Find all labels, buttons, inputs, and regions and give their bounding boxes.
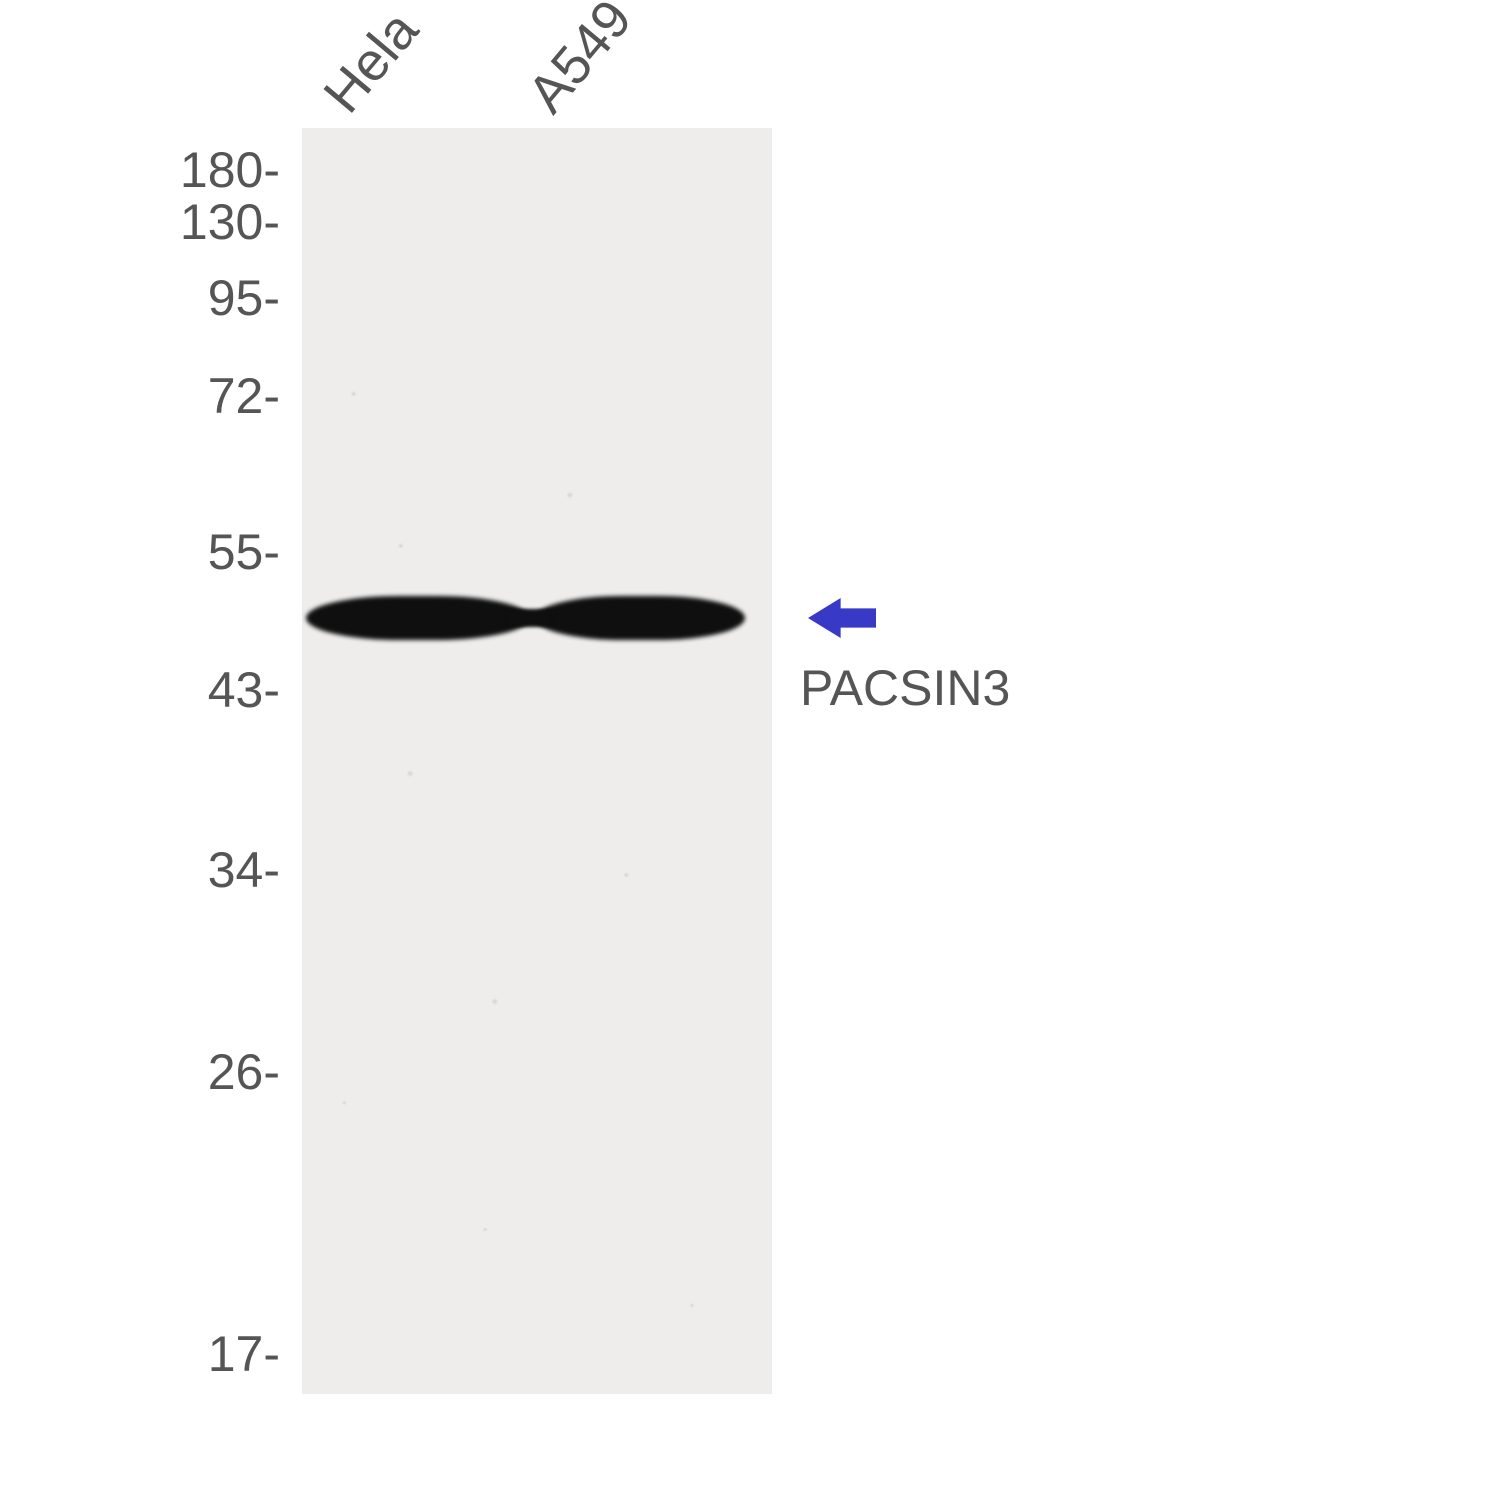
band-pointer-arrow: [808, 598, 876, 638]
mw-marker: 72-: [0, 371, 280, 421]
mw-marker: 34-: [0, 845, 280, 895]
protein-band: [535, 596, 745, 640]
protein-band-bridge: [508, 609, 552, 627]
mw-marker: 26-: [0, 1047, 280, 1097]
western-blot-figure: 180-130- 95- 72- 55- 43- 34- 26- 17- Hela A549 PAC…: [0, 0, 1500, 1500]
mw-marker: 95-: [0, 273, 280, 323]
mw-marker: 130-: [0, 197, 280, 247]
blot-membrane: [302, 128, 772, 1394]
protein-band: [306, 596, 530, 640]
mw-marker: 55-: [0, 527, 280, 577]
lane-label: Hela: [315, 2, 428, 122]
band-annotation-label: PACSIN3: [800, 663, 1010, 713]
mw-marker: 43-: [0, 665, 280, 715]
mw-marker: 17-: [0, 1329, 280, 1379]
mw-marker: 180-: [0, 145, 280, 195]
lane-label: A549: [519, 0, 641, 122]
